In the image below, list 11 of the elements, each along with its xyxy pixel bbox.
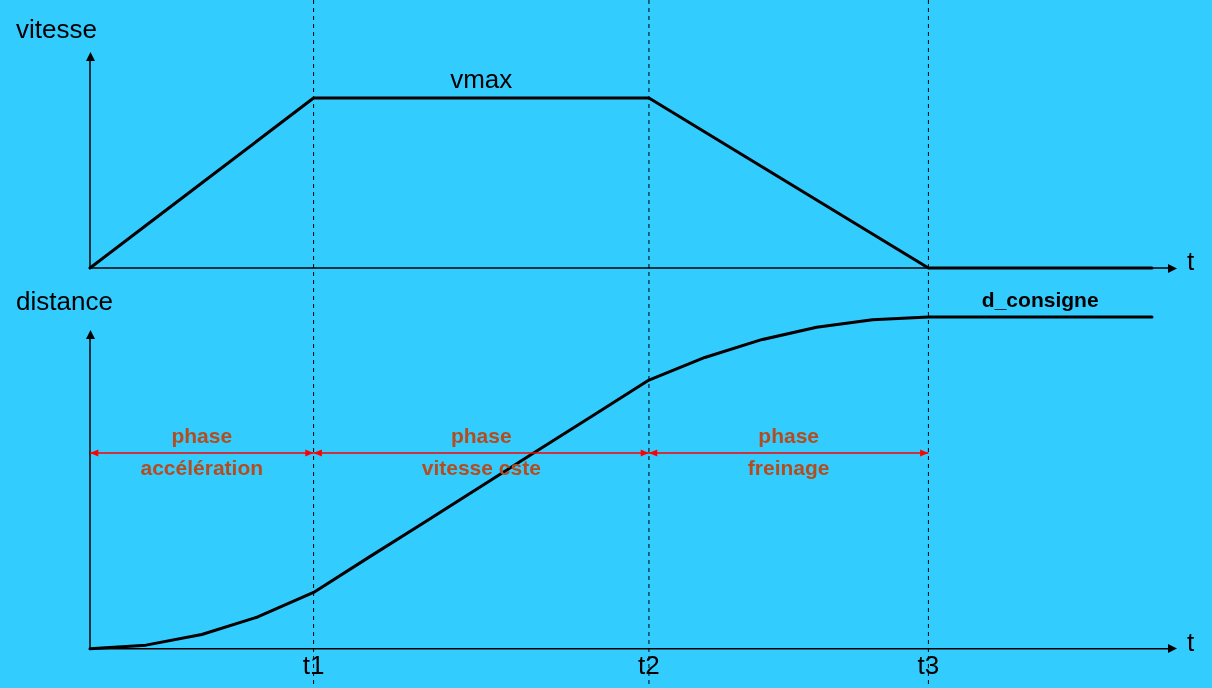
- annotation: phase freinage: [747, 424, 830, 480]
- y-axis-title: distance: [16, 286, 113, 316]
- x-tick-label: t3: [917, 649, 940, 680]
- annotation: phase accélération: [140, 424, 264, 480]
- x-axis-title: t: [1187, 246, 1195, 276]
- x-tick-label: t1: [302, 649, 325, 680]
- y-axis-title: vitesse: [16, 14, 97, 44]
- x-tick-label: t2: [638, 649, 660, 680]
- text: d_consigne: [981, 288, 1099, 311]
- text: vmax: [450, 64, 513, 94]
- x-axis-title: t: [1187, 626, 1195, 657]
